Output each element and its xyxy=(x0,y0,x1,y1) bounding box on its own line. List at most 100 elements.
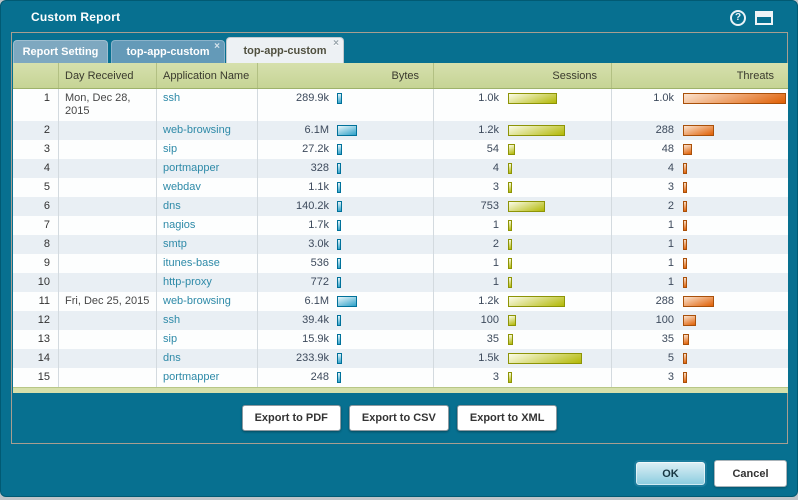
export-csv-button[interactable]: Export to CSV xyxy=(348,405,449,431)
bytes-cell: 1.1k xyxy=(258,178,434,197)
threats-cell: 288 xyxy=(612,292,788,311)
table-row: 10 http-proxy 772 1 1 xyxy=(13,273,788,292)
tab-top-app-custom-2-active[interactable]: top-app-custom × xyxy=(226,37,344,63)
bytes-bar xyxy=(337,296,357,307)
bytes-value: 289.9k xyxy=(295,92,329,104)
application-link[interactable]: portmapper xyxy=(163,162,220,174)
bytes-bar xyxy=(337,182,341,193)
day-received xyxy=(59,178,157,197)
day-received xyxy=(59,311,157,330)
tab-top-app-custom-1[interactable]: top-app-custom × xyxy=(111,40,225,63)
row-number: 11 xyxy=(13,292,59,311)
content-panel: Report Setting top-app-custom × top-app-… xyxy=(11,32,788,444)
application-link[interactable]: ssh xyxy=(163,92,181,104)
application-link[interactable]: sip xyxy=(163,143,178,155)
application-cell: portmapper xyxy=(157,159,258,178)
sessions-value: 1 xyxy=(492,257,499,269)
application-cell: ssh xyxy=(157,89,258,121)
bytes-bar xyxy=(337,239,341,250)
threats-value: 288 xyxy=(655,295,674,307)
header-row-number xyxy=(13,63,59,88)
bytes-cell: 536 xyxy=(258,254,434,273)
threats-bar xyxy=(683,220,687,231)
row-number: 3 xyxy=(13,140,59,159)
day-received xyxy=(59,121,157,140)
application-link[interactable]: nagios xyxy=(163,219,196,231)
sessions-value: 3 xyxy=(492,181,499,193)
threats-cell: 4 xyxy=(612,159,788,178)
bytes-bar xyxy=(337,372,341,383)
bytes-cell: 772 xyxy=(258,273,434,292)
export-xml-button[interactable]: Export to XML xyxy=(456,405,558,431)
threats-bar xyxy=(683,372,687,383)
application-link[interactable]: web-browsing xyxy=(163,295,231,307)
table-footer-strip xyxy=(13,387,788,393)
threats-value: 288 xyxy=(655,124,674,136)
threats-bar xyxy=(683,182,687,193)
sessions-value: 35 xyxy=(486,333,499,345)
sessions-value: 54 xyxy=(486,143,499,155)
bytes-value: 27.2k xyxy=(302,143,329,155)
bytes-value: 233.9k xyxy=(295,352,329,364)
bytes-bar xyxy=(337,163,341,174)
application-link[interactable]: ssh xyxy=(163,314,181,326)
application-link[interactable]: itunes-base xyxy=(163,257,220,269)
threats-bar xyxy=(683,334,689,345)
bytes-cell: 248 xyxy=(258,368,434,387)
day-received: Fri, Dec 25, 2015 xyxy=(59,292,157,311)
tab-label: top-app-custom xyxy=(243,45,327,57)
bytes-bar xyxy=(337,353,342,364)
threats-value: 5 xyxy=(667,352,674,364)
table-row: 11 Fri, Dec 25, 2015 web-browsing 6.1M 1.2k 2… xyxy=(13,292,788,311)
row-number: 4 xyxy=(13,159,59,178)
bytes-cell: 6.1M xyxy=(258,292,434,311)
close-icon[interactable]: × xyxy=(214,41,220,52)
threats-cell: 5 xyxy=(612,349,788,368)
threats-value: 1 xyxy=(667,276,674,288)
day-received xyxy=(59,254,157,273)
bytes-value: 1.7k xyxy=(308,219,329,231)
threats-cell: 1 xyxy=(612,216,788,235)
application-link[interactable]: dns xyxy=(163,352,181,364)
application-link[interactable]: portmapper xyxy=(163,371,220,383)
sessions-cell: 100 xyxy=(434,311,612,330)
header-application-name[interactable]: Application Name xyxy=(157,63,258,88)
application-link[interactable]: http-proxy xyxy=(163,276,212,288)
table-row: 14 dns 233.9k 1.5k 5 xyxy=(13,349,788,368)
application-link[interactable]: webdav xyxy=(163,181,201,193)
threats-value: 1 xyxy=(667,219,674,231)
threats-cell: 35 xyxy=(612,330,788,349)
application-link[interactable]: web-browsing xyxy=(163,124,231,136)
sessions-bar xyxy=(508,334,513,345)
header-sessions[interactable]: Sessions xyxy=(434,63,612,88)
tab-report-setting[interactable]: Report Setting xyxy=(13,40,108,63)
day-received xyxy=(59,330,157,349)
sessions-value: 1.2k xyxy=(478,124,499,136)
table-row: 6 dns 140.2k 753 2 xyxy=(13,197,788,216)
application-link[interactable]: smtp xyxy=(163,238,187,250)
application-link[interactable]: dns xyxy=(163,200,181,212)
cancel-button[interactable]: Cancel xyxy=(714,460,787,487)
header-day-received[interactable]: Day Received xyxy=(59,63,157,88)
tab-label: top-app-custom xyxy=(126,46,210,58)
bytes-bar xyxy=(337,201,342,212)
threats-bar xyxy=(683,163,687,174)
header-threats[interactable]: Threats xyxy=(736,70,774,82)
bytes-value: 6.1M xyxy=(304,295,329,307)
ok-button[interactable]: OK xyxy=(634,460,707,487)
header-bytes[interactable]: Bytes xyxy=(258,63,434,88)
day-received xyxy=(59,368,157,387)
application-cell: portmapper xyxy=(157,368,258,387)
sessions-bar xyxy=(508,201,545,212)
application-link[interactable]: sip xyxy=(163,333,178,345)
sessions-bar xyxy=(508,258,512,269)
window-restore-icon[interactable] xyxy=(755,11,773,25)
close-icon[interactable]: × xyxy=(333,38,339,49)
tab-label: Report Setting xyxy=(22,46,99,58)
day-received xyxy=(59,273,157,292)
help-icon[interactable]: ? xyxy=(730,10,746,26)
sessions-value: 4 xyxy=(492,162,499,174)
export-pdf-button[interactable]: Export to PDF xyxy=(241,405,341,431)
bytes-cell: 27.2k xyxy=(258,140,434,159)
